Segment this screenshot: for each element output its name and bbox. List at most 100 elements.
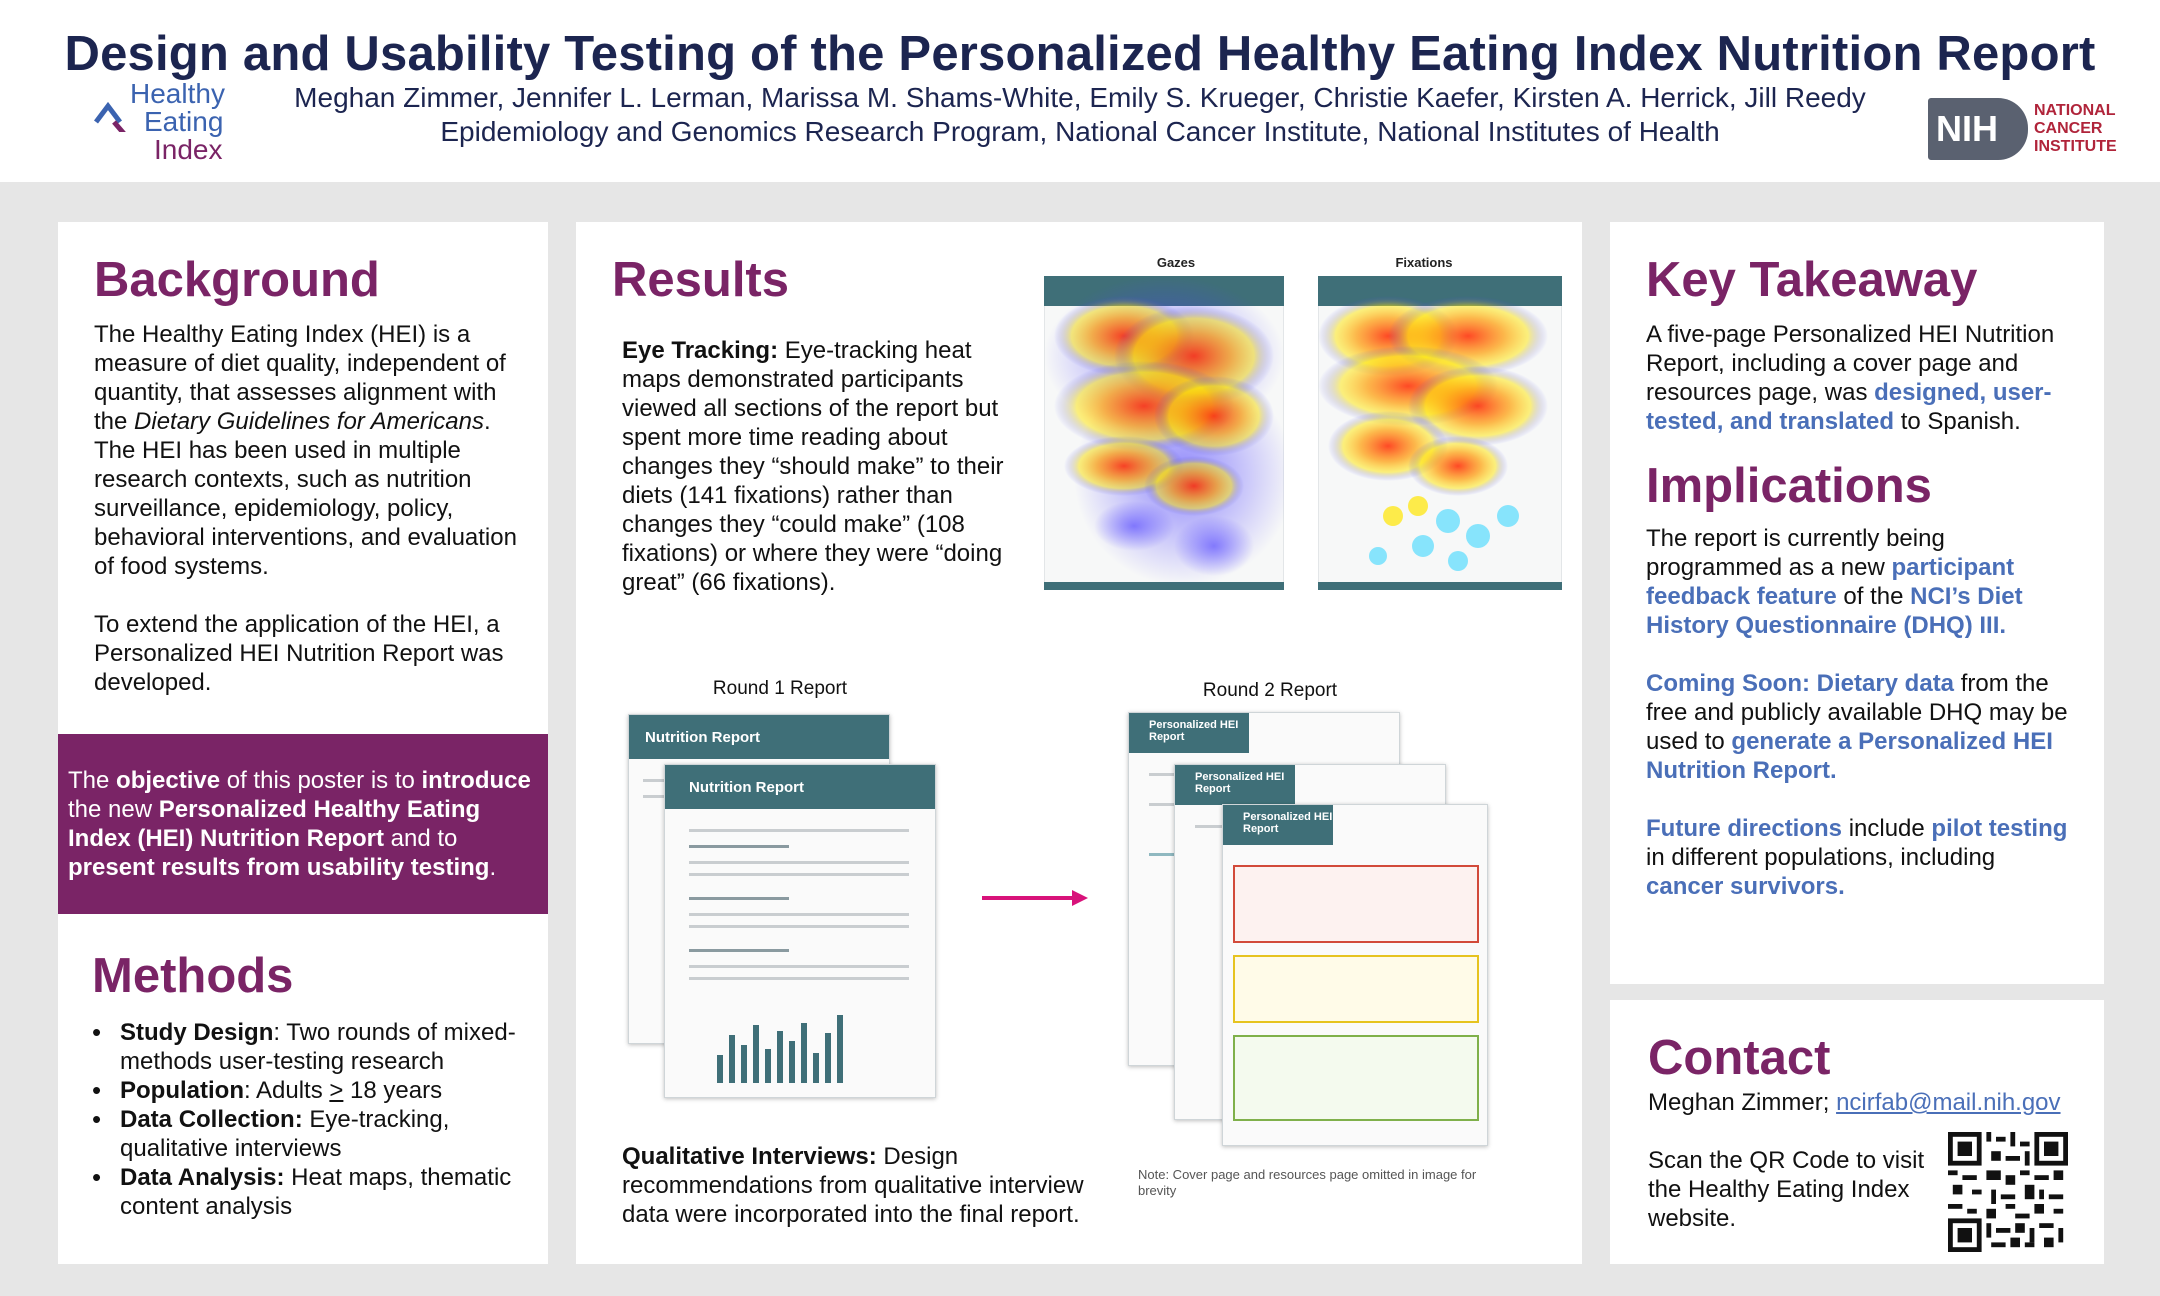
- objective-t2: objective: [116, 767, 221, 794]
- takeaway-highlight: designed, user-tested, and translated: [1646, 379, 2052, 435]
- nci-line3: INSTITUTE: [2034, 138, 2117, 155]
- contact-name: Meghan Zimmer;: [1648, 1089, 1837, 1116]
- text-line: [643, 795, 683, 798]
- impl-p3-h2: pilot testing: [1931, 815, 2068, 842]
- text-line: [689, 913, 909, 916]
- text-line: [689, 845, 789, 848]
- takeaway-text-b: to Spanish.: [1894, 408, 2021, 435]
- objective-t8: present results from usability testing: [68, 854, 490, 881]
- round2-bar-3: Personalized HEI Report: [1223, 805, 1333, 845]
- results-heading: Results: [612, 253, 790, 307]
- qualitative-body: Design recommendations from qualitative …: [622, 1143, 1084, 1228]
- method-label: Study Design: [120, 1019, 274, 1046]
- poster-header: Design and Usability Testing of the Pers…: [0, 0, 2160, 182]
- impl-p3-h3: cancer survivors.: [1646, 873, 1845, 900]
- method-label: Data Analysis:: [120, 1164, 285, 1191]
- method-text: : Adults: [243, 1077, 330, 1104]
- impl-p1-h2: NCI’s Diet History Questionnaire (DHQ) I…: [1646, 583, 2023, 639]
- objective-t5: the new: [68, 796, 159, 823]
- method-text: Eye-tracking, qualitative interviews: [120, 1106, 450, 1162]
- background-p1-a: The Healthy Eating Index (HEI) is a meas…: [94, 321, 506, 435]
- background-paragraph-1: The Healthy Eating Index (HEI) is a meas…: [94, 320, 534, 581]
- text-line: [689, 965, 909, 968]
- text-line: [689, 873, 909, 876]
- takeaway-text-a: A five-page Personalized HEI Nutrition R…: [1646, 321, 2055, 406]
- list-item: Study Design: Two rounds of mixed-method…: [92, 1018, 532, 1076]
- objective-t1: The: [68, 767, 117, 794]
- nci-line1: NATIONAL: [2034, 102, 2116, 119]
- eye-tracking-text: Eye Tracking: Eye-tracking heat maps dem…: [622, 336, 1012, 597]
- objective-t6: Personalized Healthy Eating Index (HEI) …: [68, 796, 481, 852]
- impl-p3-a: include: [1842, 815, 1932, 842]
- round2-label: Round 2 Report: [1202, 680, 1338, 701]
- implications-text: The report is currently being programmed…: [1646, 524, 2076, 901]
- contact-email-link[interactable]: ncirfab@mail.nih.gov: [1836, 1089, 2061, 1116]
- background-paragraph-2: To extend the application of the HEI, a …: [94, 611, 504, 696]
- should-make-section: [1233, 865, 1479, 943]
- dietary-guidelines-italic: Dietary Guidelines for Americans: [134, 408, 484, 435]
- text-line: [689, 925, 909, 928]
- round1-label: Round 1 Report: [712, 678, 848, 699]
- healthy-eating-index-logo: Healthy Eating Index: [94, 78, 254, 168]
- impl-p1-a: The report is currently being programmed…: [1646, 525, 1945, 581]
- hei-chevron-icon: [94, 101, 126, 132]
- impl-p2-a: from the free and publicly available DHQ…: [1646, 670, 2068, 755]
- doing-great-section: [1233, 1035, 1479, 1121]
- method-underlined: >: [329, 1077, 344, 1104]
- fixations-heatmap: [1318, 276, 1562, 590]
- methods-heading: Methods: [92, 949, 294, 1003]
- qualitative-label: Qualitative Interviews:: [622, 1143, 877, 1170]
- method-text: Heat maps, thematic content analysis: [120, 1164, 512, 1220]
- round2-page-3: Personalized HEI Report: [1222, 804, 1488, 1146]
- objective-t9: .: [489, 854, 497, 881]
- text-line: [689, 949, 789, 952]
- author-list: Meghan Zimmer, Jennifer L. Lerman, Maris…: [294, 82, 1866, 113]
- background-p1-b: . The HEI has been used in multiple rese…: [94, 408, 517, 580]
- method-label: Population: [120, 1077, 244, 1104]
- qr-code[interactable]: [1948, 1132, 2068, 1252]
- objective-t4: introduce: [421, 767, 531, 794]
- impl-p3-b: in different populations, including: [1646, 844, 1996, 871]
- poster-title: Design and Usability Testing of the Pers…: [64, 27, 2096, 81]
- results-note: Note: Cover page and resources page omit…: [1138, 1167, 1477, 1198]
- text-line: [689, 861, 909, 864]
- round1-bar-back: Nutrition Report: [629, 715, 889, 759]
- eye-tracking-body: Eye-tracking heat maps demonstrated part…: [622, 337, 1004, 596]
- qualitative-interviews-text: Qualitative Interviews: Design recommend…: [622, 1142, 1092, 1229]
- key-takeaway-heading: Key Takeaway: [1646, 253, 1978, 307]
- text-line: [689, 977, 909, 980]
- text-line: [689, 897, 789, 900]
- impl-p2-h1: Coming Soon: Dietary data: [1646, 670, 1955, 697]
- impl-p2-h2: generate a Personalized HEI Nutrition Re…: [1646, 728, 2053, 784]
- method-text: 18 years: [343, 1077, 443, 1104]
- arrow-icon: [982, 890, 1088, 906]
- list-item: Population: Adults > 18 years: [92, 1076, 532, 1105]
- implications-heading: Implications: [1646, 459, 1932, 513]
- hei-logo-line1: Healthy: [130, 78, 225, 109]
- background-heading: Background: [94, 253, 380, 307]
- hei-logo-line3: Index: [154, 134, 223, 165]
- objective-box: The objective of this poster is to intro…: [58, 734, 548, 914]
- list-item: Data Collection: Eye-tracking, qualitati…: [92, 1105, 532, 1163]
- nci-logo-text: NATIONAL CANCER INSTITUTE: [2034, 102, 2117, 156]
- contact-heading: Contact: [1648, 1031, 1831, 1085]
- list-item: Data Analysis: Heat maps, thematic conte…: [92, 1163, 532, 1221]
- contact-line: Meghan Zimmer; ncirfab@mail.nih.gov: [1648, 1088, 2088, 1117]
- could-make-section: [1233, 955, 1479, 1023]
- text-line: [689, 829, 909, 832]
- round1-bar-chart: [717, 1015, 843, 1083]
- methods-list: Study Design: Two rounds of mixed-method…: [92, 1018, 532, 1221]
- impl-p3-h1: Future directions: [1646, 815, 1843, 842]
- nih-logo-box: NIH: [1928, 98, 2028, 160]
- objective-t3: of this poster is to: [220, 767, 422, 794]
- gazes-heatmap: [1044, 276, 1284, 590]
- implications-paragraph-2: Coming Soon: Dietary data from the free …: [1646, 669, 2076, 785]
- nci-line2: CANCER: [2034, 120, 2103, 137]
- round1-page-front: Nutrition Report: [664, 764, 936, 1098]
- round1-bar-front: Nutrition Report: [665, 765, 935, 809]
- impl-p1-h1: participant feedback feature: [1646, 554, 2015, 610]
- method-label: Data Collection:: [120, 1106, 303, 1133]
- round2-bar-1: Personalized HEI Report: [1129, 713, 1249, 753]
- eye-tracking-label: Eye Tracking:: [622, 337, 779, 364]
- background-text: The Healthy Eating Index (HEI) is a meas…: [94, 320, 534, 697]
